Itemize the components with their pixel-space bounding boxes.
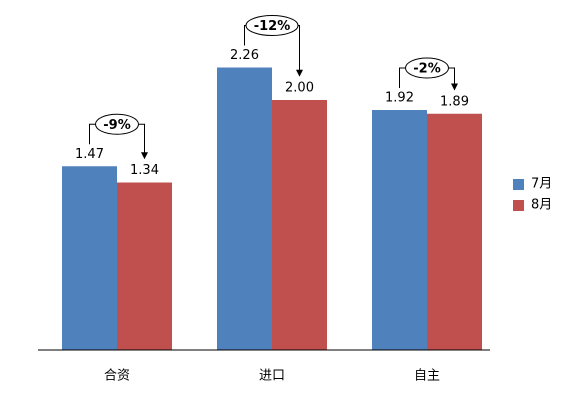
annotation-arrow [448,67,458,91]
bar [427,113,482,350]
bar [272,100,327,350]
value-label: 2.00 [285,81,314,96]
annotation-ellipse [405,57,449,79]
x-tick-label: 自主 [414,369,440,384]
annotation-bracket [89,123,96,145]
annotation-arrow [296,25,303,77]
bar [372,110,427,350]
annotation-ellipse [245,15,299,36]
annotation-bracket [244,25,246,46]
annotation-bracket [399,67,406,88]
bar [62,166,117,350]
annotation: -12% [254,19,291,34]
annotation-arrow [138,123,148,160]
x-tick-label: 合资 [104,369,130,384]
value-label: 1.47 [75,147,104,162]
legend-swatch [513,179,524,190]
annotation: -9% [103,118,130,133]
x-tick-label: 进口 [259,369,285,384]
annotation-ellipse [95,113,139,135]
value-label: 2.26 [230,48,259,63]
value-label: 1.92 [385,91,414,106]
bar [117,182,172,350]
value-label: 1.34 [130,163,159,178]
annotation: -2% [413,62,440,77]
value-label: 1.89 [440,94,469,109]
legend-label: 8月 [531,198,552,213]
legend-swatch [513,200,524,211]
legend-label: 7月 [531,177,552,192]
bar [217,67,272,350]
